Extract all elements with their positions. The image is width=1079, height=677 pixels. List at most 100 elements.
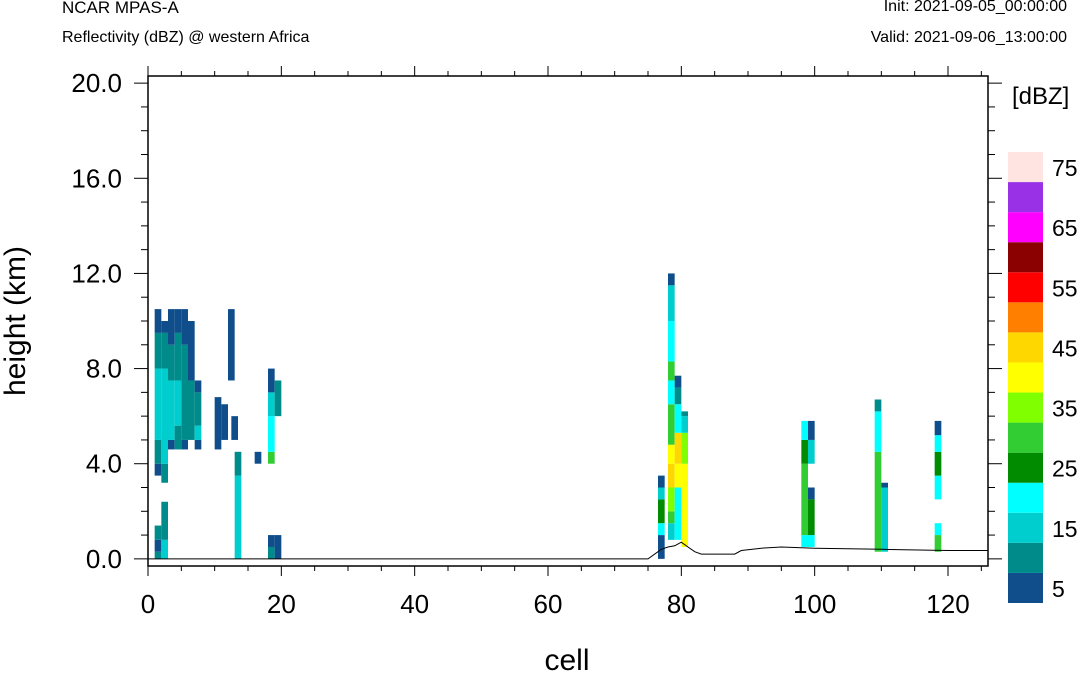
reflectivity-cell	[161, 321, 168, 333]
reflectivity-cell	[154, 463, 162, 476]
reflectivity-cell	[668, 285, 675, 321]
reflectivity-cell	[674, 387, 682, 405]
reflectivity-cell	[194, 380, 202, 393]
colorbar-swatch	[1008, 512, 1043, 543]
reflectivity-cell	[674, 432, 682, 464]
reflectivity-cell	[668, 404, 675, 445]
reflectivity-cell	[874, 399, 882, 412]
reflectivity-cell	[674, 487, 682, 540]
colorbar-swatch	[1008, 332, 1043, 363]
reflectivity-cell	[658, 487, 665, 500]
reflectivity-cell	[161, 368, 168, 464]
reflectivity-cell	[808, 535, 815, 547]
colorbar-label: 25	[1052, 456, 1078, 482]
reflectivity-cell	[808, 420, 815, 440]
reflectivity-cell	[668, 321, 675, 362]
reflectivity-cell	[168, 309, 175, 345]
reflectivity-cell	[161, 501, 168, 540]
y-tick-label: 8.0	[86, 354, 122, 384]
x-tick-label: 20	[267, 589, 296, 619]
reflectivity-cell	[181, 309, 188, 345]
reflectivity-cell	[168, 344, 175, 381]
reflectivity-cell	[934, 535, 942, 552]
reflectivity-cell	[161, 332, 168, 369]
reflectivity-cell	[214, 397, 222, 450]
colorbar	[1008, 152, 1043, 603]
reflectivity-cell	[221, 404, 228, 440]
reflectivity-cell	[668, 511, 675, 524]
reflectivity-cell	[934, 523, 942, 536]
x-tick-label: 80	[667, 589, 696, 619]
reflectivity-cell	[668, 463, 675, 488]
colorbar-label: 55	[1052, 275, 1078, 301]
colorbar-label: 15	[1052, 516, 1078, 542]
reflectivity-cell	[174, 332, 182, 381]
colorbar-swatch	[1008, 302, 1043, 333]
reflectivity-cell	[668, 444, 675, 464]
reflectivity-cells	[154, 273, 942, 559]
reflectivity-cell	[808, 487, 815, 500]
reflectivity-cell	[801, 535, 808, 547]
reflectivity-cell	[174, 425, 182, 450]
x-tick-label: 120	[926, 589, 969, 619]
reflectivity-cell	[154, 309, 162, 333]
reflectivity-cell	[681, 416, 688, 433]
reflectivity-cell	[234, 451, 242, 476]
reflectivity-cell	[801, 420, 808, 440]
reflectivity-cell	[268, 451, 275, 464]
init-time: Init: 2021-09-05_00:00:00	[883, 0, 1067, 15]
x-tick-label: 60	[534, 589, 563, 619]
reflectivity-cell	[174, 309, 182, 333]
reflectivity-cell	[674, 463, 682, 488]
reflectivity-cell	[881, 487, 888, 552]
reflectivity-cell	[168, 380, 175, 440]
colorbar-swatch	[1008, 542, 1043, 573]
reflectivity-cell	[801, 439, 808, 464]
reflectivity-cell	[801, 463, 808, 536]
field-label: Reflectivity (dBZ) @ western Africa	[62, 29, 310, 46]
y-axis-label: height (km)	[0, 246, 32, 396]
reflectivity-cell	[188, 380, 195, 440]
reflectivity-cell	[161, 463, 168, 483]
colorbar-label: 45	[1052, 335, 1078, 361]
colorbar-swatch	[1008, 242, 1043, 273]
colorbar-swatch	[1008, 422, 1043, 453]
reflectivity-cell	[194, 425, 202, 440]
x-tick-label: 40	[400, 589, 429, 619]
reflectivity-cell	[808, 499, 815, 536]
reflectivity-cell	[934, 420, 942, 436]
y-tick-label: 16.0	[71, 163, 122, 193]
reflectivity-cell	[174, 380, 182, 426]
reflectivity-cell	[658, 499, 665, 524]
reflectivity-cell	[234, 475, 242, 559]
y-tick-label: 4.0	[86, 449, 122, 479]
reflectivity-cell	[668, 523, 675, 540]
reflectivity-cell	[874, 451, 882, 552]
reflectivity-cell	[658, 523, 665, 536]
reflectivity-cell	[681, 411, 688, 417]
reflectivity-cell	[268, 368, 275, 393]
colorbar-swatch	[1008, 272, 1043, 303]
colorbar-title: [dBZ]	[1012, 83, 1069, 110]
valid-time: Valid: 2021-09-06_13:00:00	[870, 29, 1067, 46]
colorbar-label: 65	[1052, 215, 1078, 241]
x-tick-label: 100	[793, 589, 836, 619]
reflectivity-cell	[254, 451, 262, 464]
reflectivity-cell	[934, 451, 942, 476]
y-tick-label: 20.0	[71, 68, 122, 98]
reflectivity-cell	[874, 411, 882, 452]
reflectivity-cell	[194, 439, 202, 450]
colorbar-label: 5	[1052, 576, 1065, 602]
plot-frame	[147, 75, 989, 567]
y-tick-label: 12.0	[71, 258, 122, 288]
colorbar-swatch	[1008, 182, 1043, 213]
reflectivity-cell	[154, 525, 162, 540]
reflectivity-cell	[154, 551, 162, 559]
reflectivity-cell	[228, 309, 235, 381]
reflectivity-cell	[161, 539, 168, 559]
reflectivity-cell	[934, 475, 942, 500]
reflectivity-cell	[194, 392, 202, 426]
x-tick-label: 0	[141, 589, 155, 619]
reflectivity-cell	[881, 482, 888, 488]
